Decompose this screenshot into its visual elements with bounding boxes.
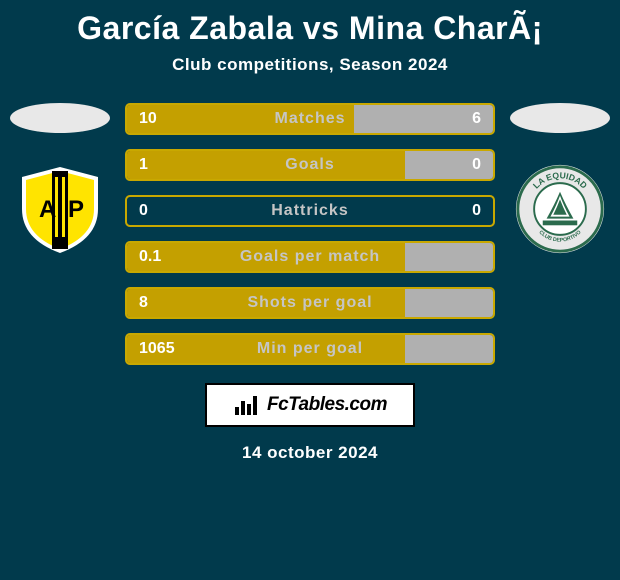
stat-row: 10Matches6 — [125, 103, 495, 135]
stat-label: Shots per goal — [127, 294, 493, 312]
fctables-logo: FcTables.com — [205, 383, 415, 427]
stat-row: 0.1Goals per match — [125, 241, 495, 273]
left-column: A P — [5, 103, 115, 255]
la-equidad-icon: LA EQUIDAD CLUB DEPORTIVO — [514, 161, 606, 257]
page-title: García Zabala vs Mina CharÃ¡ — [0, 10, 620, 47]
infographic-root: García Zabala vs Mina CharÃ¡ Club compet… — [0, 0, 620, 463]
svg-text:A: A — [39, 196, 56, 223]
player-placeholder-left — [10, 103, 110, 133]
stat-row: 1065Min per goal — [125, 333, 495, 365]
club-badge-right: LA EQUIDAD CLUB DEPORTIVO — [514, 163, 606, 255]
stats-list: 10Matches61Goals00Hattricks00.1Goals per… — [125, 103, 495, 365]
stat-label: Matches — [127, 110, 493, 128]
subtitle: Club competitions, Season 2024 — [0, 55, 620, 75]
stat-label: Goals per match — [127, 248, 493, 266]
club-badge-left: A P — [14, 163, 106, 255]
stat-row: 0Hattricks0 — [125, 195, 495, 227]
date-text: 14 october 2024 — [0, 443, 620, 463]
alianza-petrolera-icon: A P — [14, 163, 106, 255]
svg-text:P: P — [68, 196, 84, 223]
footer-brand-text: FcTables.com — [267, 394, 387, 416]
stat-row: 1Goals0 — [125, 149, 495, 181]
stat-value-right: 6 — [472, 110, 481, 128]
bar-chart-icon — [233, 393, 261, 417]
stat-value-right: 0 — [472, 156, 481, 174]
stat-label: Goals — [127, 156, 493, 174]
stat-label: Min per goal — [127, 340, 493, 358]
right-column: LA EQUIDAD CLUB DEPORTIVO — [505, 103, 615, 255]
stat-value-right: 0 — [472, 202, 481, 220]
stat-label: Hattricks — [127, 202, 493, 220]
stat-row: 8Shots per goal — [125, 287, 495, 319]
comparison-body: A P 10Matches61Goals00Hattricks00.1Goals… — [0, 103, 620, 365]
player-placeholder-right — [510, 103, 610, 133]
